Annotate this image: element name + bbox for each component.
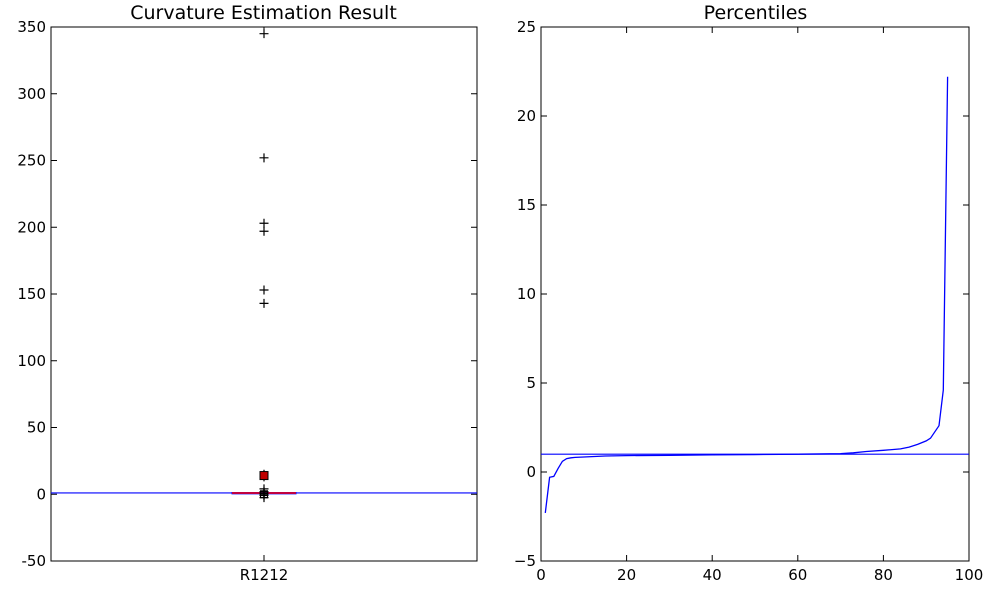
- y-tick-label: 15: [517, 196, 536, 214]
- percentile-series-line: [544, 76, 949, 513]
- x-tick-label: 100: [955, 566, 984, 584]
- x-tick-label: R1212: [240, 566, 289, 584]
- outlier-point: [259, 298, 269, 308]
- y-tick-label: 300: [17, 85, 46, 103]
- outlier-point: [259, 153, 269, 163]
- y-tick-label: 50: [27, 419, 46, 437]
- y-tick-label: 10: [517, 285, 536, 303]
- y-tick-label: 25: [517, 18, 536, 36]
- box-plot-title: Curvature Estimation Result: [130, 2, 397, 24]
- x-tick-label: 60: [788, 566, 807, 584]
- x-tick-label: 40: [703, 566, 722, 584]
- y-tick-label: 0: [526, 463, 536, 481]
- y-tick-label: 150: [17, 285, 46, 303]
- x-tick-label: 0: [536, 566, 546, 584]
- y-tick-label: 350: [17, 18, 46, 36]
- box-plot-panel: Curvature Estimation Result -50 0 50 100 150…: [17, 2, 478, 584]
- percentile-plot-title: Percentiles: [704, 2, 808, 24]
- y-tick-label: 200: [17, 218, 46, 236]
- mean-marker: [260, 490, 268, 499]
- x-tick-label: 20: [617, 566, 636, 584]
- outlier-point: [259, 218, 269, 228]
- y-tick-label: 0: [36, 485, 46, 503]
- outlier-point: [259, 29, 269, 39]
- y-tick-label: −5: [514, 552, 536, 570]
- y-tick-label: 250: [17, 152, 46, 170]
- outlier-point: [259, 226, 269, 236]
- mean-marker: [259, 471, 269, 481]
- y-tick-label: 100: [17, 352, 46, 370]
- y-tick-label: -50: [22, 552, 47, 570]
- y-tick-label: 20: [517, 107, 536, 125]
- y-tick-label: 5: [526, 374, 536, 392]
- x-tick-label: 80: [874, 566, 893, 584]
- percentile-plot-frame: [540, 26, 970, 562]
- outlier-point: [259, 285, 269, 295]
